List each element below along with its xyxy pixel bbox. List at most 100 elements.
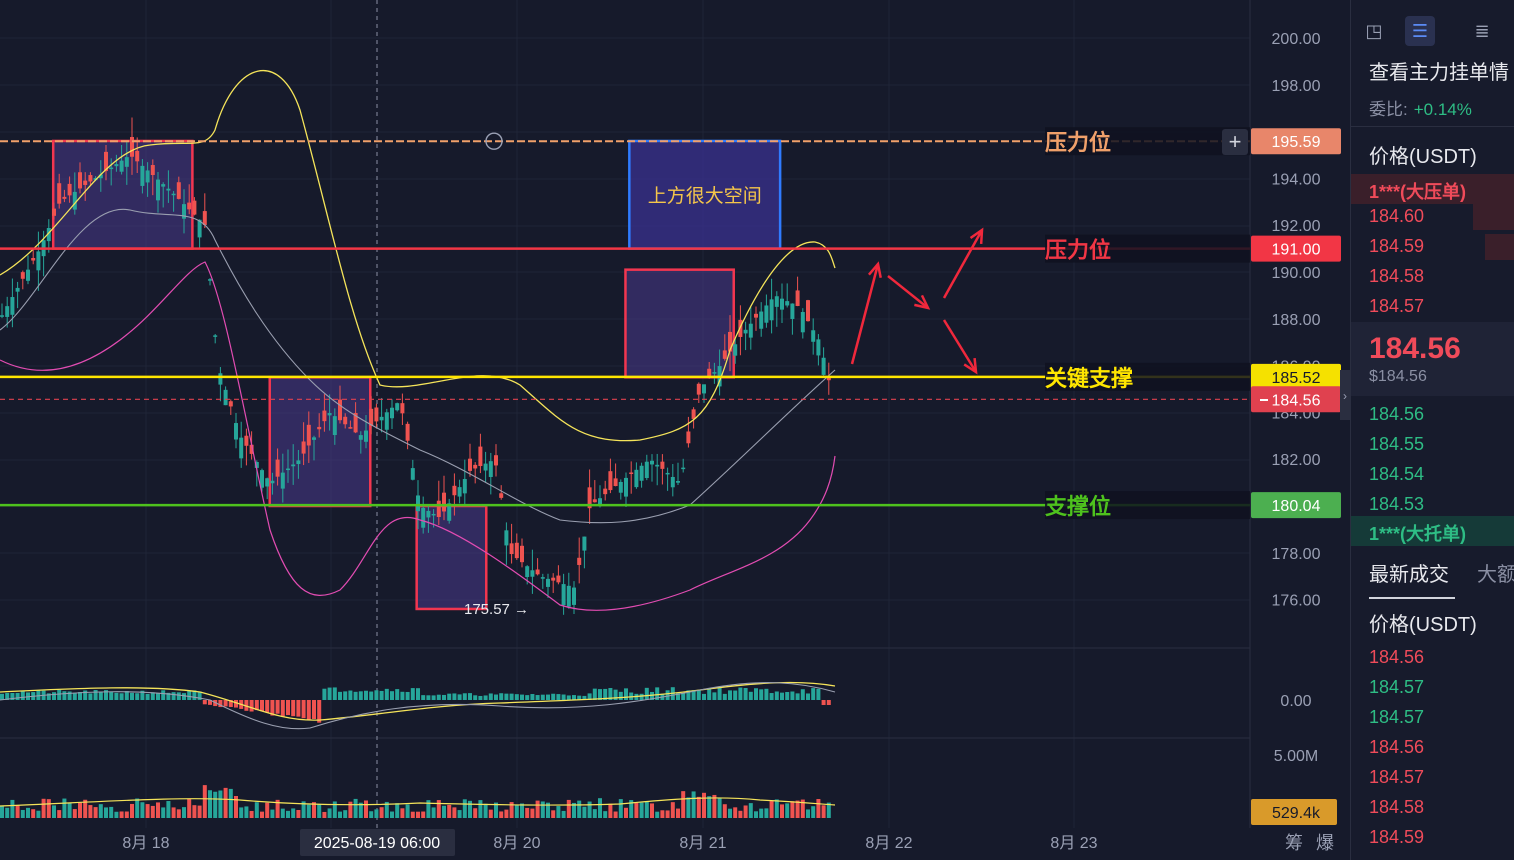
level-label: 压力位	[1045, 130, 1111, 156]
volume-tag	[1251, 799, 1337, 825]
panel-title[interactable]: 查看主力挂单情	[1369, 62, 1509, 84]
candle	[410, 468, 415, 480]
volume-bar	[265, 802, 270, 818]
volume-bar	[499, 811, 504, 818]
macd-bar	[124, 691, 129, 700]
volume-bar	[166, 801, 171, 818]
candle	[722, 350, 727, 359]
volume-bar	[52, 805, 56, 818]
macd-bar	[676, 693, 680, 700]
list-view-icon[interactable]: ≣	[1474, 20, 1490, 41]
macd-bar	[447, 693, 452, 700]
trade-row[interactable]: 184.57	[1369, 767, 1425, 787]
volume-bar	[462, 799, 467, 818]
volume-bar	[353, 798, 358, 818]
candle	[78, 172, 82, 189]
bid-row[interactable]: 184.55	[1369, 434, 1425, 454]
volume-bar	[124, 811, 129, 818]
macd-bar	[254, 700, 259, 711]
macd-bar	[707, 689, 712, 700]
macd-bar	[436, 694, 441, 700]
price-tick: 190.00	[1272, 265, 1321, 282]
volume-bar	[254, 802, 259, 818]
candle	[83, 180, 88, 185]
macd-bar	[353, 691, 358, 700]
price-tag-label: 191.00	[1272, 242, 1321, 259]
price-tick: 192.00	[1272, 218, 1321, 235]
ask-row[interactable]: 184.57	[1369, 296, 1425, 316]
candle	[743, 329, 748, 334]
trade-row[interactable]: 184.58	[1369, 797, 1425, 817]
volume-bar	[223, 787, 228, 818]
candle	[691, 409, 696, 419]
layout-icon[interactable]: ◳	[1365, 20, 1383, 41]
candle	[634, 469, 639, 488]
ask-row[interactable]: 184.59	[1351, 232, 1514, 262]
volume-bar	[20, 809, 25, 818]
macd-bar	[811, 688, 816, 700]
volume-bar	[384, 801, 389, 818]
bid-row[interactable]: 184.53	[1369, 494, 1425, 514]
price-tick: 176.00	[1272, 593, 1321, 610]
upper-band	[0, 69, 836, 442]
macd-bar	[291, 700, 296, 717]
volume-bar	[785, 803, 790, 818]
volume-bar	[650, 803, 654, 818]
macd-bar	[57, 690, 62, 700]
low-price-marker: 175.57 →	[464, 601, 529, 618]
macd-bar	[384, 688, 389, 700]
volume-bar	[31, 809, 36, 818]
trade-row[interactable]: 184.57	[1369, 707, 1425, 727]
trade-row[interactable]: 184.59	[1369, 827, 1425, 847]
macd-bar	[618, 691, 623, 700]
volume-bar	[62, 798, 67, 818]
order-book-view-icon[interactable]: ☰	[1405, 16, 1435, 46]
arrow-up-2-head	[969, 227, 984, 245]
trades-tabs: 最新成交 大额	[1369, 558, 1514, 587]
trade-row[interactable]: 184.56	[1369, 647, 1425, 667]
candle	[442, 492, 446, 512]
volume-bar	[473, 808, 478, 818]
candle	[249, 444, 254, 454]
volume-bar	[587, 801, 592, 818]
level-label-bg	[1045, 234, 1250, 263]
ask-row[interactable]: 184.58	[1369, 266, 1425, 286]
price-axis: 200.00198.00194.00192.00190.00188.00186.…	[1222, 0, 1350, 860]
level-label-bg	[1045, 362, 1250, 391]
candle	[187, 202, 192, 210]
ask-row[interactable]: 184.60	[1351, 202, 1514, 232]
volume-bar	[535, 800, 540, 818]
volume-bar	[509, 802, 514, 818]
trade-row[interactable]: 184.57	[1369, 677, 1425, 697]
volume-bar	[306, 804, 311, 818]
volume-bar	[816, 799, 821, 818]
volume-bar	[525, 807, 530, 818]
macd-bar	[800, 689, 805, 700]
bid-row[interactable]: 184.56	[1369, 404, 1425, 424]
macd-bar	[613, 689, 618, 700]
volume-bar	[577, 800, 582, 818]
candle	[353, 413, 358, 433]
trade-row[interactable]: 184.56	[1369, 737, 1425, 757]
volume-bar	[182, 807, 186, 818]
macd-bar	[598, 689, 602, 700]
volume-bar	[312, 802, 316, 818]
add-alert-button	[1222, 129, 1248, 155]
volume-bar	[774, 799, 779, 818]
macd-bar	[88, 693, 93, 700]
macd-bar	[338, 691, 342, 700]
tab-big-trades[interactable]: 大额	[1477, 564, 1514, 586]
candle	[613, 478, 618, 487]
candle	[530, 570, 535, 577]
volume-bar	[36, 810, 41, 818]
candle	[790, 303, 795, 319]
volume-bar	[738, 810, 743, 818]
arrow-up-2	[942, 229, 984, 299]
chevron-right-icon: ›	[1343, 389, 1347, 403]
macd-bar	[592, 688, 597, 700]
volume-bar	[395, 803, 400, 818]
tab-latest-trades[interactable]: 最新成交	[1369, 564, 1449, 586]
macd-bar	[93, 690, 98, 700]
bid-row[interactable]: 184.54	[1369, 464, 1425, 484]
